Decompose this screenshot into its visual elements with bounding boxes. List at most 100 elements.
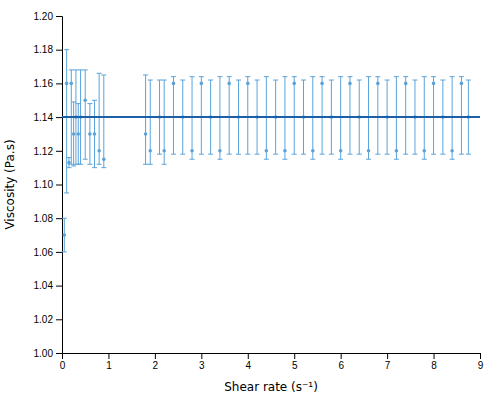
error-bar [320, 77, 325, 155]
tick: 9 [478, 353, 484, 371]
tick-label: 1.10 [34, 179, 54, 190]
tick-label: 1.18 [34, 44, 54, 55]
tick-mark [480, 353, 481, 359]
tick-label: 5 [292, 360, 298, 371]
tick: 1.10 [34, 179, 62, 190]
tick: 4 [245, 353, 251, 371]
point [172, 82, 176, 86]
marks [62, 50, 480, 252]
tick-mark [248, 353, 249, 359]
axis-line [63, 354, 481, 360]
tick-label: 1.06 [34, 247, 54, 258]
tick-label: 8 [431, 360, 437, 371]
point [450, 149, 454, 153]
tick-mark [108, 353, 109, 359]
tick: 6 [338, 353, 344, 371]
tick-mark [56, 83, 62, 84]
tick-mark [56, 50, 62, 51]
tick-label: 1.00 [34, 348, 54, 359]
y-axis-title: Viscosity (Pa.s) [3, 139, 17, 229]
tick-mark [56, 353, 62, 354]
tick: 1.04 [34, 280, 62, 291]
point [148, 149, 152, 153]
error-bar [71, 102, 76, 166]
point [97, 149, 101, 153]
tick: 1 [106, 353, 112, 371]
point [72, 132, 76, 136]
point [144, 132, 148, 136]
series [62, 50, 471, 252]
tick-label: 2 [153, 360, 159, 371]
error-bar [64, 50, 69, 193]
error-bar [62, 218, 67, 252]
tick: 1.18 [34, 44, 62, 55]
tick-label: 1.04 [34, 280, 54, 291]
tick: 1.06 [34, 247, 62, 258]
point [376, 82, 380, 86]
tick-label: 9 [478, 360, 484, 371]
error-bar [375, 77, 380, 155]
error-bar [292, 77, 297, 155]
tick-label: 3 [199, 360, 205, 371]
tick-mark [56, 286, 62, 287]
tick-mark [387, 353, 388, 359]
point [88, 132, 92, 136]
point [292, 82, 296, 86]
point [246, 82, 250, 86]
point [200, 82, 204, 86]
tick: 8 [431, 353, 437, 371]
point [265, 149, 269, 153]
point [83, 98, 87, 102]
tick-mark [155, 353, 156, 359]
tick-label: 1.20 [34, 11, 54, 22]
point [190, 149, 194, 153]
tick-label: 1.14 [34, 112, 54, 123]
point [227, 82, 231, 86]
tick-label: 4 [245, 360, 251, 371]
point [395, 149, 399, 153]
tick-mark [56, 151, 62, 152]
error-bar [245, 77, 250, 155]
point [404, 82, 408, 86]
error-bar [162, 80, 167, 164]
tick-mark [56, 319, 62, 320]
tick-mark [434, 353, 435, 359]
tick-label: 0 [60, 360, 66, 371]
tick-label: 1 [106, 360, 112, 371]
tick: 7 [385, 353, 391, 371]
point [311, 149, 315, 153]
point [320, 82, 324, 86]
tick: 1.02 [34, 314, 62, 325]
point [63, 233, 67, 237]
tick-mark [201, 353, 202, 359]
point [339, 149, 343, 153]
tick-mark [341, 353, 342, 359]
error-bar [92, 100, 97, 167]
error-bar [431, 77, 436, 155]
tick: 0 [60, 353, 66, 371]
tick-mark [56, 117, 62, 118]
tick-label: 7 [385, 360, 391, 371]
tick: 1.20 [34, 11, 62, 22]
point [69, 82, 73, 86]
point [218, 149, 222, 153]
error-bar [403, 77, 408, 155]
error-bar [87, 104, 92, 165]
error-bar [83, 70, 88, 159]
error-bar [459, 77, 464, 155]
error-bar [171, 77, 176, 155]
error-bar [97, 73, 102, 164]
tick-mark [56, 252, 62, 253]
point [162, 149, 166, 153]
plot: 01234567891.001.021.041.061.081.101.121.… [3, 11, 484, 394]
point [93, 132, 97, 136]
tick: 1.08 [34, 213, 62, 224]
tick-label: 1.02 [34, 314, 54, 325]
point [76, 132, 80, 136]
tick-mark [294, 353, 295, 359]
tick-label: 1.16 [34, 78, 54, 89]
error-bar [76, 104, 81, 165]
tick: 2 [153, 353, 159, 371]
x-axis: 0 1 2 3 4 5 6 7 8 9 [60, 353, 484, 371]
tick-mark [56, 185, 62, 186]
